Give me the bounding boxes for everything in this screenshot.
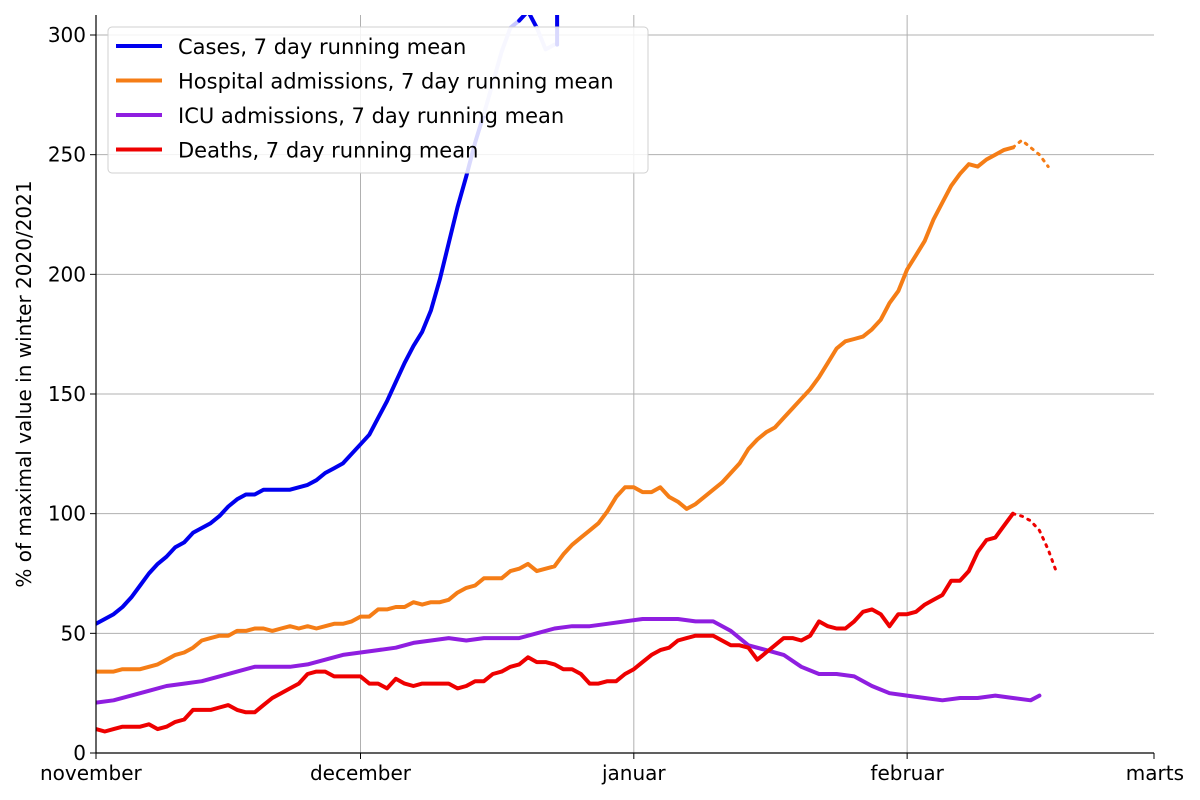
legend-label: Hospital admissions, 7 day running mean [178, 70, 614, 94]
series-3 [96, 511, 1059, 734]
x-tick-label: januar [601, 761, 666, 785]
y-tick-label: 200 [48, 262, 86, 286]
x-tick-label: november [40, 761, 143, 785]
forecast-line [1011, 512, 1059, 575]
y-tick-label: 50 [61, 621, 86, 645]
legend-box [107, 26, 649, 174]
y-tick-label: 300 [48, 23, 86, 47]
legend-label: Deaths, 7 day running mean [178, 139, 478, 163]
x-tick-label: december [310, 761, 412, 785]
x-tick-label: marts [1126, 761, 1184, 785]
legend: Cases, 7 day running mean Hospital admiss… [107, 26, 649, 174]
series-line-segment [96, 112, 486, 626]
series-line-segment [517, 15, 539, 30]
legend-label: Cases, 7 day running mean [178, 35, 466, 59]
series-1 [96, 138, 1050, 674]
y-tick-label: 100 [48, 502, 86, 526]
forecast-line [1011, 138, 1050, 169]
legend-label: ICU admissions, 7 day running mean [178, 104, 564, 128]
series-2 [96, 617, 1042, 705]
y-tick-label: 250 [48, 143, 86, 167]
series-line [96, 617, 1042, 705]
x-tick-label: februar [870, 761, 944, 785]
y-axis-title: % of maximal value in winter 2020/2021 [12, 180, 36, 587]
y-tick-label: 150 [48, 382, 86, 406]
series-line [96, 145, 1015, 674]
series-line [96, 511, 1015, 734]
axes: 0 50 100 150 200 250 300 november december januar… [40, 15, 1184, 785]
y-tick-label: 0 [73, 741, 86, 765]
